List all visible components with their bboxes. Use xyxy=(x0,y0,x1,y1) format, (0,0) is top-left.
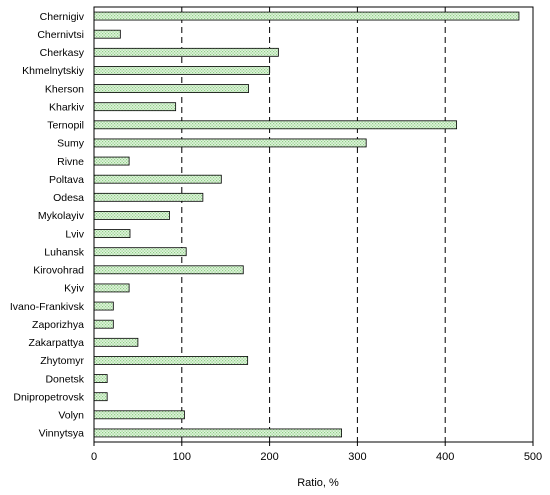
bar-sumy xyxy=(93,138,367,148)
category-label: Cherkasy xyxy=(40,47,85,59)
category-label: Mykolayiv xyxy=(38,210,85,222)
bar-kirovohrad xyxy=(93,265,244,275)
bar-chernigiv xyxy=(93,11,520,21)
bar-odesa xyxy=(93,192,204,202)
bar-kharkiv xyxy=(93,102,177,112)
bar-chernivtsi xyxy=(93,29,121,39)
category-label: Zakarpattya xyxy=(29,337,85,349)
category-label: Volyn xyxy=(58,410,84,422)
bar-poltava xyxy=(93,174,222,184)
x-axis-title: Ratio, % xyxy=(297,477,339,489)
bar-mykolayiv xyxy=(93,211,170,220)
bar-ternopil xyxy=(93,120,458,130)
bar-donetsk xyxy=(93,374,108,383)
category-label: Chernigiv xyxy=(40,11,85,23)
category-label: Dnipropetrovsk xyxy=(13,391,84,403)
x-tick-label: 400 xyxy=(436,451,454,463)
gridlines xyxy=(181,7,446,442)
bar-rivne xyxy=(93,156,130,166)
category-label: Kirovohrad xyxy=(33,265,84,277)
bar-zhytomyr xyxy=(93,356,249,365)
category-label: Donetsk xyxy=(45,373,84,385)
bar-khmelnytskiy xyxy=(93,66,271,75)
bar-cherkasy xyxy=(93,47,279,57)
bar-dnipropetrovsk xyxy=(93,392,108,402)
x-tick-label: 300 xyxy=(348,451,366,463)
category-label: Khmelnytskiy xyxy=(22,65,85,77)
category-label: Ivano-Frankivsk xyxy=(10,301,85,313)
bar-vinnytsya xyxy=(93,428,343,438)
axes: 0 100 200 300 400 500 xyxy=(91,6,542,463)
bars xyxy=(93,11,520,438)
plot-frame xyxy=(93,6,534,443)
bar-luhansk xyxy=(93,247,187,257)
category-labels: Chernigiv Chernivtsi Cherkasy Khmelnytskiy K… xyxy=(10,11,85,440)
x-tick-label: 200 xyxy=(260,451,278,463)
x-tick-label: 100 xyxy=(173,451,191,463)
category-label: Kherson xyxy=(45,83,84,95)
category-label: Vinnytsya xyxy=(39,428,84,440)
bar-lviv xyxy=(93,229,131,238)
bar-zaporizhya xyxy=(93,319,114,329)
x-tick-label: 0 xyxy=(91,451,97,463)
category-label: Sumy xyxy=(57,138,85,150)
category-label: Zhytomyr xyxy=(40,355,84,367)
bar-kherson xyxy=(93,84,249,93)
bar-ivano-frankivsk xyxy=(93,301,114,311)
x-tick-label: 500 xyxy=(524,451,542,463)
category-label: Poltava xyxy=(49,174,84,186)
category-label: Zaporizhya xyxy=(32,319,84,331)
category-label: Rivne xyxy=(57,156,84,168)
bar-volyn xyxy=(93,410,185,420)
category-label: Kharkiv xyxy=(49,101,85,113)
category-label: Lviv xyxy=(65,228,84,240)
bar-kyiv xyxy=(93,283,130,293)
category-label: Chernivtsi xyxy=(37,29,84,41)
category-label: Ternopil xyxy=(47,120,84,132)
category-label: Luhansk xyxy=(44,246,84,258)
category-label: Odesa xyxy=(53,192,84,204)
category-label: Kyiv xyxy=(64,283,85,295)
bar-zakarpattya xyxy=(93,337,139,347)
